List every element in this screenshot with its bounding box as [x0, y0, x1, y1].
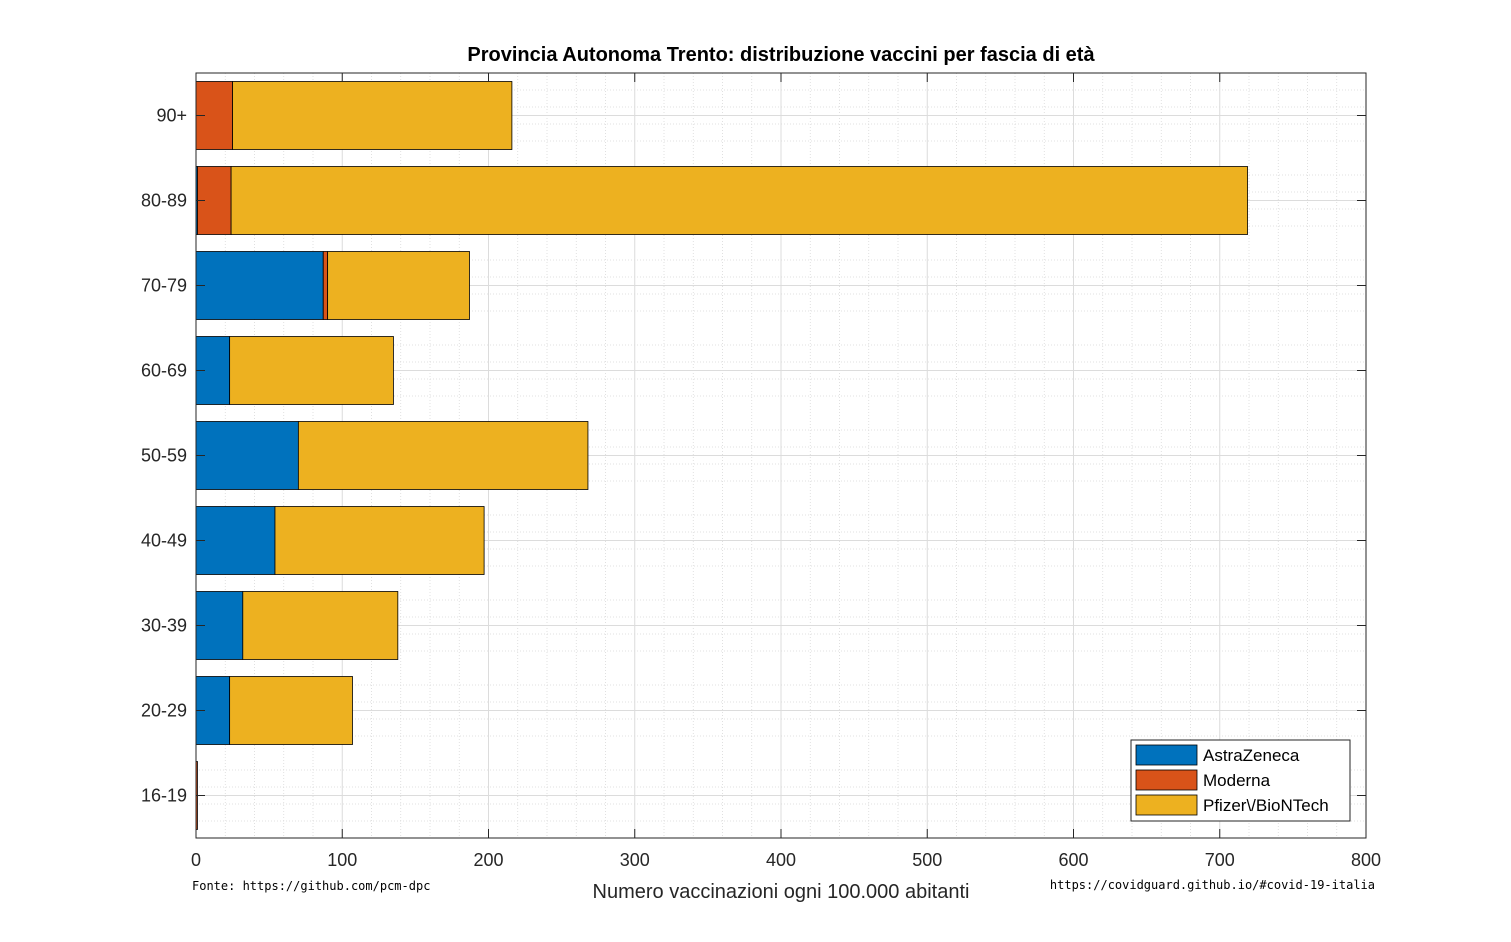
y-tick-label: 80-89: [141, 191, 187, 211]
bar-pfizer-biontech-20-29: [229, 676, 353, 745]
bar-pfizer-biontech-30-39: [242, 591, 399, 660]
y-tick-label: 70-79: [141, 276, 187, 296]
bar-pfizer-biontech-60-69: [229, 336, 394, 405]
x-tick-label: 400: [766, 850, 796, 870]
x-tick-label: 500: [912, 850, 942, 870]
bar-pfizer-biontech-90+: [232, 81, 513, 150]
bar-astrazeneca-40-49: [195, 506, 276, 575]
x-tick-label: 700: [1205, 850, 1235, 870]
x-tick-label: 300: [620, 850, 650, 870]
chart-title: Provincia Autonoma Trento: distribuzione…: [467, 44, 1095, 66]
y-axis-ticks: 16-19 20-29 30-39 40-49 50-59 60-69 70-79 80-89…: [141, 106, 1366, 806]
x-tick-label: 800: [1351, 850, 1381, 870]
x-tick-label: 0: [191, 850, 201, 870]
y-tick-label: 30-39: [141, 616, 187, 636]
legend-label: Moderna: [1203, 771, 1271, 790]
x-tick-label: 100: [327, 850, 357, 870]
y-tick-label: 60-69: [141, 361, 187, 381]
bar-astrazeneca-50-59: [195, 421, 299, 490]
bar-moderna-70-79: [322, 251, 329, 320]
y-tick-label: 40-49: [141, 531, 187, 551]
y-tick-label: 20-29: [141, 701, 187, 721]
source-note: Fonte: https://github.com/pcm-dpc: [192, 879, 430, 893]
y-tick-label: 50-59: [141, 446, 187, 466]
legend-swatch: [1135, 744, 1198, 766]
legend-swatch: [1135, 769, 1198, 791]
legend-label: Pfizer\/BioNTech: [1203, 796, 1329, 815]
site-note: https://covidguard.github.io/#covid-19-i…: [1050, 878, 1375, 892]
bar-pfizer-biontech-80-89: [230, 166, 1248, 235]
y-tick-label: 16-19: [141, 786, 187, 806]
x-tick-label: 200: [473, 850, 503, 870]
bar-astrazeneca-70-79: [195, 251, 324, 320]
x-tick-label: 600: [1058, 850, 1088, 870]
bars: [195, 81, 1248, 830]
bar-pfizer-biontech-50-59: [297, 421, 589, 490]
x-axis-ticks: 0 100 200 300 400 500 600 700 800: [191, 73, 1381, 870]
x-axis-label: Numero vaccinazioni ogni 100.000 abitant…: [593, 881, 970, 903]
y-tick-label: 90+: [156, 106, 187, 126]
bar-pfizer-biontech-40-49: [274, 506, 485, 575]
legend-swatch: [1135, 794, 1198, 816]
bar-pfizer-biontech-70-79: [327, 251, 470, 320]
legend: AstraZeneca Moderna Pfizer\/BioNTech: [1130, 739, 1351, 822]
legend-label: AstraZeneca: [1203, 746, 1300, 765]
